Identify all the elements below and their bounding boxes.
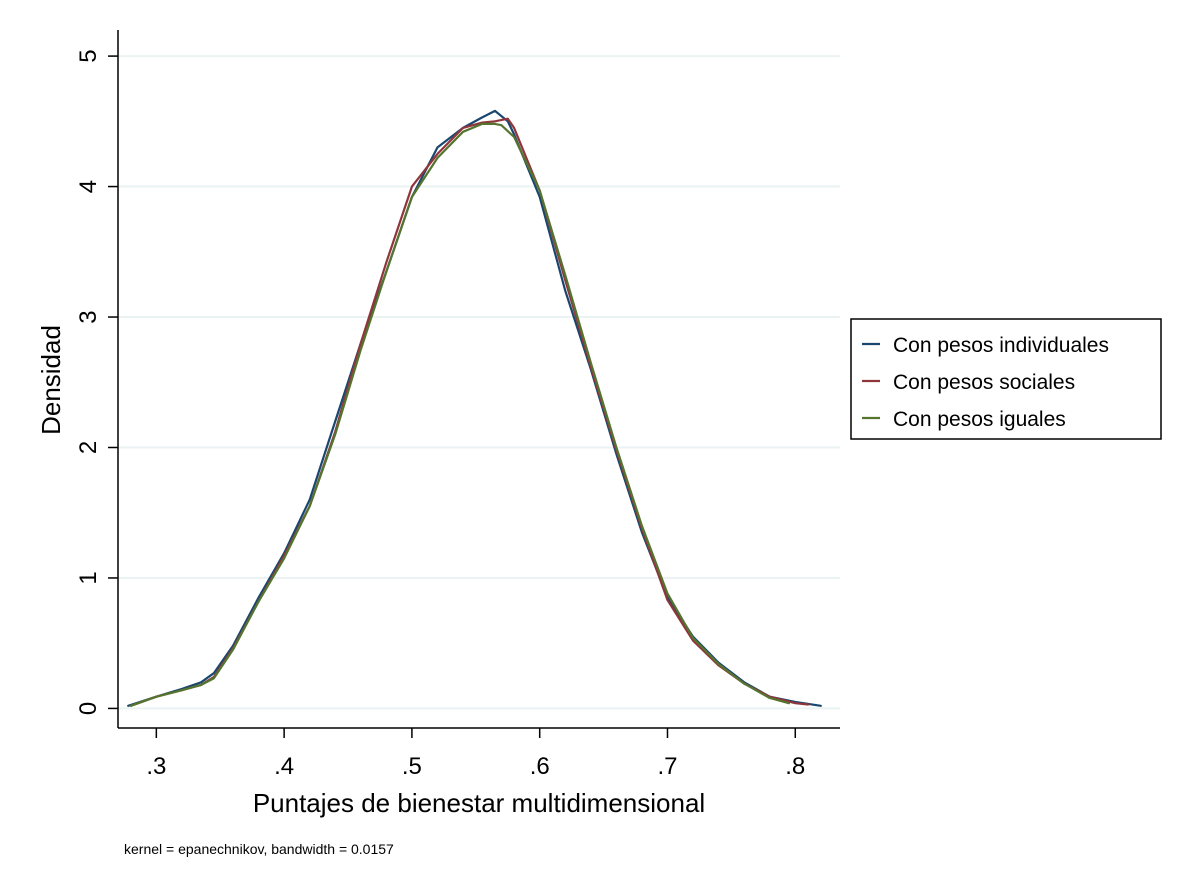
x-ticks: .3 .4 .5 .6 .7 .8 bbox=[146, 728, 805, 780]
y-tick-label-4: 4 bbox=[75, 180, 102, 193]
y-ticks: 0 1 2 3 4 5 bbox=[75, 49, 118, 715]
y-axis-title: Densidad bbox=[36, 325, 66, 435]
x-tick-label-0: .3 bbox=[146, 753, 166, 780]
legend: Con pesos individuales Con pesos sociales… bbox=[850, 318, 1162, 440]
y-tick-label-5: 5 bbox=[75, 49, 102, 62]
y-tick-label-0: 0 bbox=[75, 702, 102, 715]
legend-box bbox=[850, 318, 1162, 440]
x-tick-label-2: .5 bbox=[402, 753, 422, 780]
legend-label-0: Con pesos individuales bbox=[893, 334, 1109, 357]
y-tick-label-1: 1 bbox=[75, 571, 102, 584]
x-tick-label-4: .7 bbox=[657, 753, 677, 780]
series-line-0 bbox=[127, 109, 822, 707]
series-line-1 bbox=[129, 117, 810, 707]
kernel-note: kernel = epanechnikov, bandwidth = 0.015… bbox=[124, 841, 394, 857]
series-layer bbox=[127, 109, 822, 707]
x-tick-label-5: .8 bbox=[785, 753, 805, 780]
y-tick-label-2: 2 bbox=[75, 441, 102, 454]
x-tick-label-3: .6 bbox=[530, 753, 550, 780]
grid-lines bbox=[118, 55, 840, 710]
legend-label-2: Con pesos iguales bbox=[893, 408, 1066, 431]
x-axis-title: Puntajes de bienestar multidimensional bbox=[253, 788, 705, 818]
y-tick-label-3: 3 bbox=[75, 310, 102, 323]
legend-label-1: Con pesos sociales bbox=[893, 371, 1075, 394]
x-tick-label-1: .4 bbox=[274, 753, 294, 780]
series-line-2 bbox=[129, 122, 791, 707]
